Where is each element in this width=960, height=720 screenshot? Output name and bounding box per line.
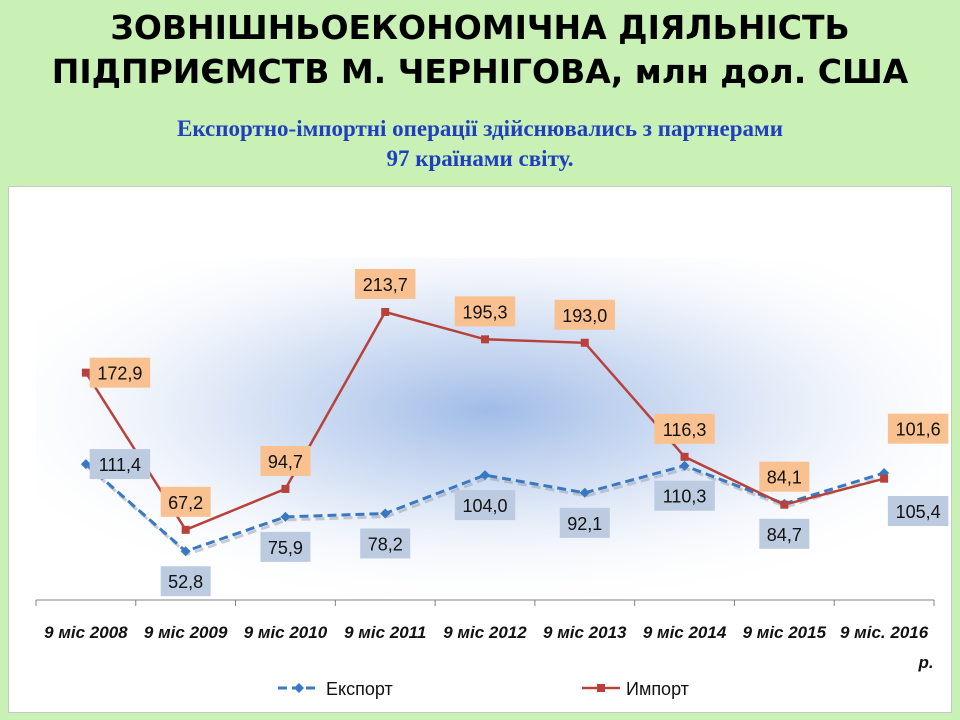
slide-title: ЗОВНІШНЬОЕКОНОМІЧНА ДІЯЛЬНІСТЬ ПІДПРИЄМС… [0,6,960,94]
export-data-label: 92,1 [567,514,602,534]
import-data-label: 116,3 [663,420,707,440]
import-point [381,307,390,316]
import-data-label: 193,0 [562,306,607,326]
import-point [181,525,190,534]
export-data-label: 84,7 [767,525,802,545]
export-line [84,462,885,553]
export-point [480,470,490,481]
import-point [780,500,789,509]
title-line-2: ПІДПРИЄМСТВ М. ЧЕРНІГОВА, млн дол. США [51,52,909,91]
export-point [80,459,91,470]
title-line-1: ЗОВНІШНЬОЕКОНОМІЧНА ДІЯЛЬНІСТЬ [110,8,850,47]
import-data-label-box [454,296,516,327]
export-data-label-box [89,449,151,480]
subtitle-line-1: Експортно-імпортні операції здійснювалис… [177,116,783,141]
legend-export-label: Експорт [326,679,393,699]
x-tick-label: 9 міс 2012 [443,623,527,642]
import-point [680,452,689,461]
import-data-label-box [654,413,715,444]
x-tick-label-part: 9 міс. 2016 [840,623,929,642]
x-tick-label: 9 міс 2011 [344,623,426,642]
export-data-label: 52,8 [168,572,203,592]
import-data-label: 101,6 [896,420,941,440]
export-data-label: 111,4 [99,455,141,475]
import-point [81,368,90,377]
export-point [579,487,590,498]
export-data-label: 75,9 [268,538,303,558]
import-data-label-box [887,413,949,444]
x-tick-label: 9 міс 2009 [144,623,228,642]
export-data-label: 104,0 [462,496,507,516]
export-data-label-box [759,518,810,549]
import-data-label: 94,7 [268,452,303,472]
import-data-label: 195,3 [462,302,507,322]
export-data-label: 110,3 [663,487,707,507]
import-data-label-box [260,445,311,476]
x-tick-label: 9 міс 2010 [244,623,328,642]
export-data-label-box [654,480,715,511]
legend-export-marker [294,683,304,693]
export-data-label-box [559,507,610,538]
import-data-label-box [89,357,151,388]
import-data-label: 172,9 [97,364,142,384]
import-data-label-box [759,461,810,492]
export-point [679,460,690,471]
subtitle-line-2: 97 країнами світу. [386,146,574,171]
x-tick-label-part: р. [918,653,934,672]
export-line-shadow [86,465,887,556]
export-point [380,508,391,519]
import-data-label-box [554,299,616,330]
export-data-label-box [360,528,411,559]
import-data-label: 84,1 [767,468,802,488]
export-data-label: 105,4 [896,502,941,522]
export-data-label: 78,2 [368,534,403,554]
x-tick-label: 9 міс. 2016 р. [840,623,934,672]
import-point [880,474,889,483]
import-point [580,338,589,347]
line-chart: 9 міс 2008 9 міс 2009 9 міс 2010 9 міс 2011… [35,258,949,699]
legend-import-label: Импорт [626,679,689,699]
import-data-label-box [160,486,211,517]
export-data-label-box [160,566,211,597]
legend-import-marker [597,684,605,692]
export-data-label-box [260,531,311,562]
x-tick-label: 9 міс 2015 [743,623,827,642]
export-data-label-box [887,496,949,527]
import-data-label-box [354,268,416,299]
slide-subtitle: Експортно-імпортні операції здійснювалис… [0,114,960,174]
import-data-label: 67,2 [168,493,203,513]
x-tick-label: 9 міс 2013 [543,623,627,642]
import-point [481,335,489,344]
export-data-label-box [454,490,516,521]
import-data-label: 213,7 [363,275,408,295]
export-point [280,511,291,522]
import-point [281,484,290,493]
x-tick-label: 9 міс 2014 [643,623,727,642]
export-point [180,546,191,557]
x-tick-label: 9 міс 2008 [44,623,128,642]
